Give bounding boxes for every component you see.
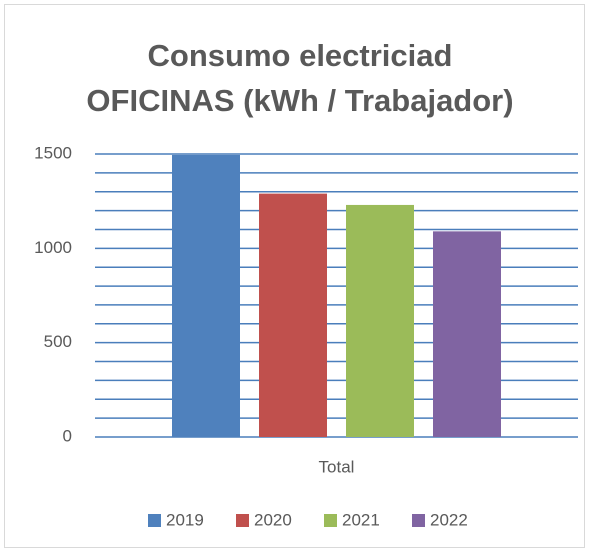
- legend-swatch: [148, 514, 161, 527]
- x-tick-label: Total: [319, 457, 355, 476]
- bar: [172, 154, 240, 437]
- chart-title: Consumo electriciad: [148, 38, 453, 73]
- legend-swatch: [324, 514, 337, 527]
- y-tick-label: 500: [44, 332, 72, 351]
- bar: [259, 193, 327, 437]
- legend-label: 2022: [430, 510, 468, 529]
- legend-swatch: [412, 514, 425, 527]
- chart-title: OFICINAS (kWh / Trabajador): [86, 83, 513, 118]
- legend-label: 2019: [166, 510, 204, 529]
- legend-swatch: [236, 514, 249, 527]
- bar: [433, 231, 501, 437]
- bar: [346, 204, 414, 437]
- y-tick-label: 1000: [34, 238, 72, 257]
- legend-label: 2020: [254, 510, 292, 529]
- y-tick-label: 1500: [34, 143, 72, 162]
- y-tick-label: 0: [63, 426, 72, 445]
- legend-label: 2021: [342, 510, 380, 529]
